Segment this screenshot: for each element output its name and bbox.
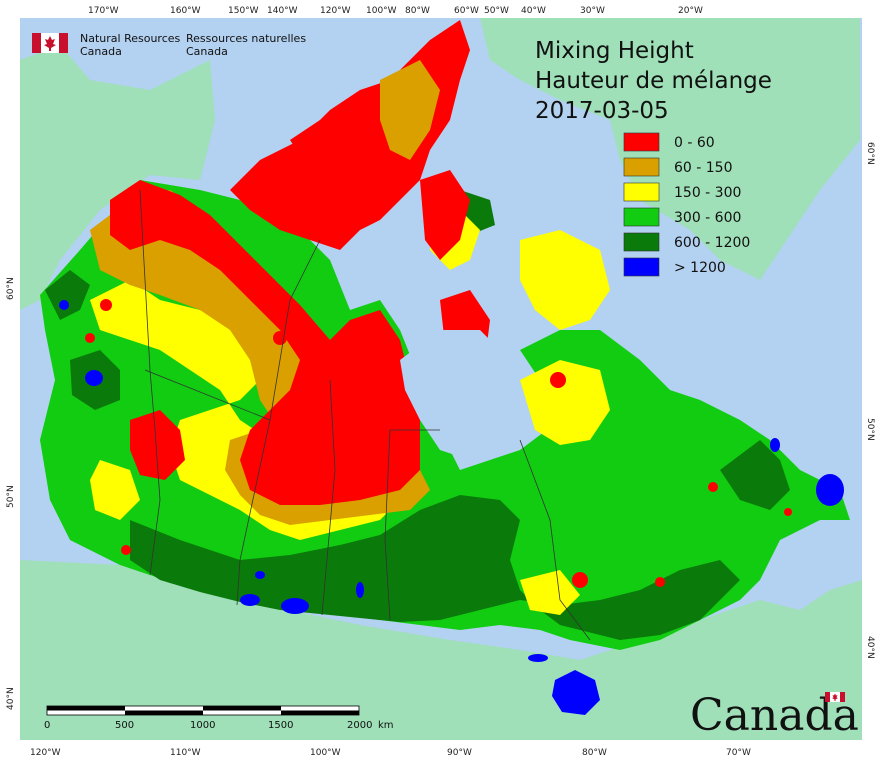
title-line2: Hauteur de mélange bbox=[535, 68, 772, 94]
graticule-bottom-label: 80°W bbox=[582, 748, 607, 758]
graticule-top-label: 30°W bbox=[580, 6, 605, 16]
graticule-bottom-label: 90°W bbox=[447, 748, 472, 758]
agency-fr-line1: Ressources naturelles bbox=[186, 32, 306, 45]
red-hotspots bbox=[85, 299, 792, 588]
graticule-top-label: 40°W bbox=[521, 6, 546, 16]
graticule-top-label: 160°W bbox=[170, 6, 201, 16]
goc-flag-icon bbox=[32, 33, 68, 53]
legend-swatch bbox=[623, 207, 660, 227]
graticule-left: 60°N 50°N 40°N bbox=[6, 277, 16, 710]
scale-tick-label: 2000 bbox=[347, 720, 372, 731]
scale-tick-label: 1000 bbox=[190, 720, 215, 731]
zone-over-1200 bbox=[59, 300, 844, 715]
legend-label: 60 - 150 bbox=[674, 160, 733, 176]
hudson-bay bbox=[400, 330, 520, 460]
scale-bar: 0 500 1000 1500 2000 km bbox=[44, 705, 394, 731]
graticule-top-label: 120°W bbox=[320, 6, 351, 16]
outside-land bbox=[20, 18, 862, 740]
graticule-bottom: 120°W 110°W 100°W 90°W 80°W 70°W bbox=[30, 748, 751, 758]
agency-signature: Natural Resources Canada Ressources natu… bbox=[80, 32, 306, 58]
legend-swatch bbox=[623, 182, 660, 202]
scale-tick-label: 0 bbox=[44, 720, 50, 731]
agency-en-line2: Canada bbox=[80, 45, 122, 58]
agency-fr-line2: Canada bbox=[186, 45, 228, 58]
graticule-top-label: 170°W bbox=[88, 6, 119, 16]
canada-wordmark: Canada bbox=[690, 690, 859, 741]
legend-swatch bbox=[623, 132, 660, 152]
graticule-right-label: 40°N bbox=[865, 636, 875, 659]
graticule-top-label: 100°W bbox=[366, 6, 397, 16]
graticule-top-label: 80°W bbox=[405, 6, 430, 16]
graticule-top-label: 50°W bbox=[484, 6, 509, 16]
title-line1: Mixing Height bbox=[535, 38, 694, 64]
map-title: Mixing Height Hauteur de mélange 2017-03… bbox=[535, 38, 772, 124]
graticule-top-label: 20°W bbox=[678, 6, 703, 16]
legend: 0 - 60 60 - 150 150 - 300 300 - 600 600 - 12… bbox=[623, 132, 750, 277]
legend-label: 600 - 1200 bbox=[674, 235, 750, 251]
legend-label: 300 - 600 bbox=[674, 210, 741, 226]
graticule-top-label: 140°W bbox=[267, 6, 298, 16]
legend-label: > 1200 bbox=[674, 260, 726, 276]
legend-label: 150 - 300 bbox=[674, 185, 741, 201]
wordmark-flag-icon bbox=[825, 692, 845, 702]
legend-label: 0 - 60 bbox=[674, 135, 715, 151]
graticule-top-label: 60°W bbox=[454, 6, 479, 16]
scale-tick-label: 500 bbox=[115, 720, 134, 731]
graticule-bottom-label: 110°W bbox=[170, 748, 201, 758]
graticule-left-label: 60°N bbox=[6, 277, 16, 300]
scale-unit: km bbox=[378, 720, 394, 731]
graticule-top-label: 150°W bbox=[228, 6, 259, 16]
title-date: 2017-03-05 bbox=[535, 98, 669, 124]
graticule-right: 60°N 50°N 40°N bbox=[865, 142, 875, 659]
legend-swatch bbox=[623, 232, 660, 252]
graticule-bottom-label: 100°W bbox=[310, 748, 341, 758]
graticule-left-label: 50°N bbox=[6, 485, 16, 508]
scale-tick-label: 1500 bbox=[268, 720, 293, 731]
graticule-bottom-label: 120°W bbox=[30, 748, 61, 758]
graticule-right-label: 50°N bbox=[865, 418, 875, 441]
graticule-top: 170°W 160°W 150°W 140°W 120°W 100°W 80°W… bbox=[88, 6, 703, 16]
legend-swatch bbox=[623, 157, 660, 177]
graticule-left-label: 40°N bbox=[6, 687, 16, 710]
graticule-right-label: 60°N bbox=[865, 142, 875, 165]
legend-swatch bbox=[623, 257, 660, 277]
agency-en-line1: Natural Resources bbox=[80, 32, 181, 45]
graticule-bottom-label: 70°W bbox=[726, 748, 751, 758]
province-boundaries bbox=[139, 189, 591, 641]
